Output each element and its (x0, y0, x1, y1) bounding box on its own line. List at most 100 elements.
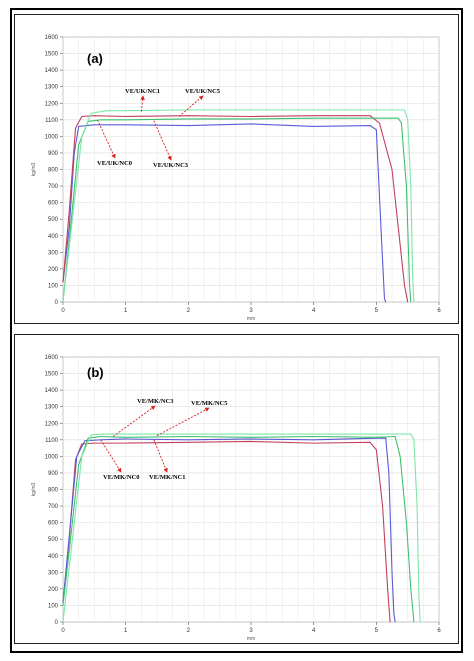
annotation-arrow (156, 407, 210, 437)
series-point (90, 434, 92, 436)
y-tick-label: 0 (55, 620, 59, 626)
series-point (410, 588, 412, 590)
series-point (68, 227, 70, 228)
series-point (385, 437, 387, 439)
series-point (375, 433, 377, 435)
series-point (125, 442, 127, 444)
y-tick-label: 200 (48, 587, 59, 593)
y-tick-label: 1500 (45, 372, 59, 378)
y-tick-label: 800 (48, 168, 59, 174)
series-point (404, 285, 405, 286)
annotation-arrow (178, 95, 204, 117)
chart-a-svg: 0 100 200 300 400 500 600 700 800 900 1000 1100 1200… (31, 35, 441, 322)
series-point (399, 455, 401, 457)
annotation-arrow (112, 405, 156, 437)
x-axis-label: mm (247, 316, 255, 322)
series-point (75, 127, 76, 129)
series-point (62, 281, 64, 283)
series-point (187, 433, 189, 435)
y-axis-label: kg/m3 (31, 482, 37, 496)
series-point (187, 125, 189, 127)
y-tick-label: 400 (48, 234, 59, 240)
series-point (313, 442, 315, 444)
series-point (409, 285, 410, 286)
series-point (313, 126, 315, 127)
annotation-arrow (153, 439, 168, 473)
y-tick-label: 200 (48, 267, 59, 273)
y-tick-label: 1100 (45, 438, 59, 444)
series-point (410, 301, 412, 303)
series-point (106, 433, 108, 435)
series-point (406, 185, 407, 187)
series-point (78, 126, 80, 127)
series-point (375, 449, 377, 451)
series-point (187, 109, 189, 111)
series-point (81, 455, 83, 457)
series-point (401, 122, 402, 124)
series-point (410, 433, 412, 435)
series-point (250, 123, 252, 125)
x-tick-label: 2 (187, 308, 191, 314)
series-point (385, 301, 387, 303)
series-point (75, 459, 76, 461)
panel-label: (b) (87, 365, 104, 380)
series-line (62, 123, 387, 303)
series-point (394, 621, 396, 623)
series-point (68, 210, 70, 212)
series-point (416, 505, 418, 507)
series-point (70, 522, 71, 524)
y-tick-label: 500 (48, 217, 59, 223)
series-point (125, 119, 127, 121)
series-point (369, 125, 371, 127)
annotation-arrow (97, 119, 116, 159)
series-point (72, 538, 73, 540)
y-tick-label: 1400 (45, 388, 59, 394)
series-point (410, 185, 412, 187)
series-point (404, 109, 405, 111)
series-point (62, 301, 64, 303)
series-point (76, 455, 78, 457)
series-point (70, 227, 71, 228)
x-tick-label: 4 (312, 308, 316, 314)
series-point (250, 116, 252, 117)
series-point (81, 135, 83, 137)
series-point (125, 438, 127, 440)
y-tick-label: 1600 (45, 35, 59, 41)
annotation-label: VE/UK/NC5 (185, 88, 221, 95)
y-tick-label: 1000 (45, 134, 59, 140)
y-tick-label: 100 (48, 603, 59, 609)
y-tick-label: 1200 (45, 101, 59, 107)
x-tick-label: 3 (249, 628, 253, 634)
annotation-label: VE/MK/NC0 (103, 474, 139, 481)
y-tick-label: 1600 (45, 355, 59, 361)
series-point (369, 115, 371, 117)
series-point (384, 298, 385, 300)
series-point (375, 129, 377, 131)
y-tick-label: 400 (48, 554, 59, 560)
series-point (419, 621, 421, 623)
series-point (187, 115, 189, 117)
chart-panel-b: 0 100 200 300 400 500 600 700 800 900 1000 1100 1200… (14, 334, 459, 644)
annotation-label: VE/UK/NC0 (97, 160, 132, 167)
x-tick-label: 1 (124, 628, 128, 634)
y-tick-label: 600 (48, 521, 59, 527)
y-tick-label: 900 (48, 151, 59, 157)
series-point (380, 235, 382, 237)
y-tick-label: 300 (48, 250, 59, 256)
series-point (413, 621, 415, 623)
x-tick-label: 4 (312, 628, 316, 634)
series-point (250, 438, 252, 440)
x-tick-label: 6 (437, 628, 441, 634)
y-tick-label: 1100 (45, 118, 59, 124)
series-point (418, 596, 420, 598)
series-point (250, 109, 252, 111)
series-point (187, 441, 189, 443)
series-point (90, 112, 92, 114)
series-point (187, 436, 189, 437)
x-tick-label: 1 (124, 308, 128, 314)
annotation-label: VE/MK/NC3 (137, 398, 174, 405)
y-tick-label: 700 (48, 504, 59, 510)
series-point (407, 119, 409, 121)
series-point (397, 227, 399, 228)
y-tick-label: 600 (48, 201, 59, 207)
